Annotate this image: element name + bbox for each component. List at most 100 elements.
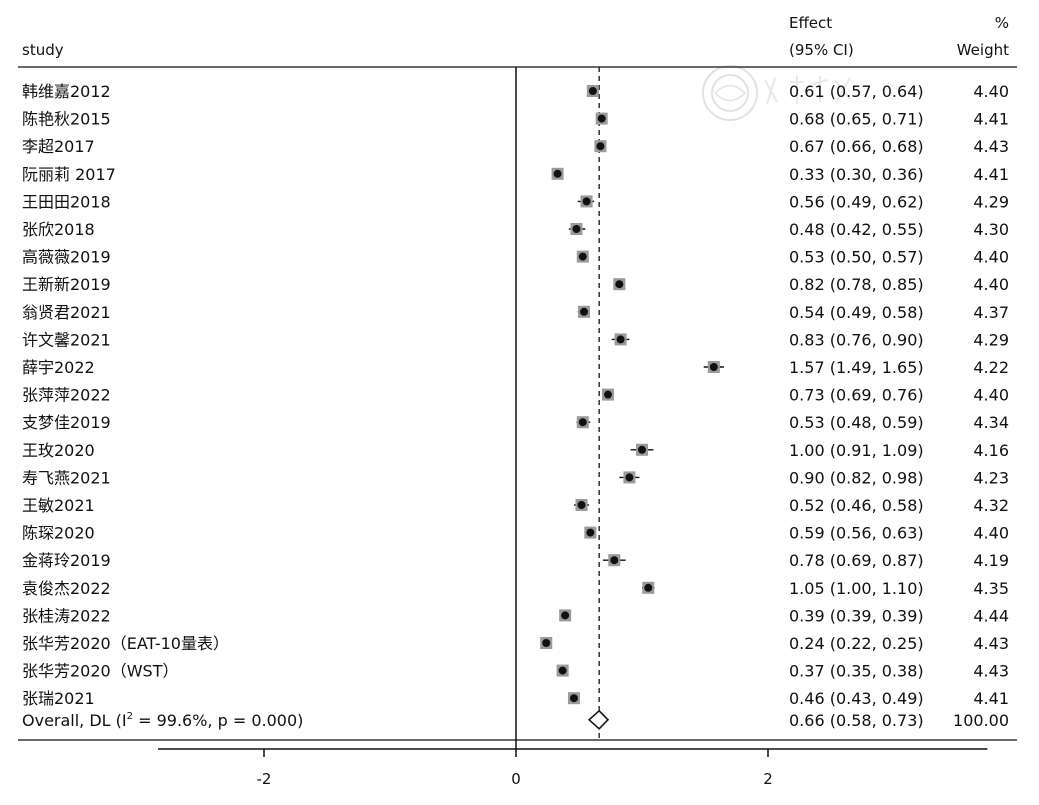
- weight-value: 4.40: [973, 524, 1009, 543]
- point-estimate: [596, 142, 605, 151]
- weight-value: 4.41: [973, 165, 1009, 184]
- study-name: 金蒋玲2019: [22, 551, 111, 570]
- study-row: 薛宇2022 1.57 (1.49, 1.65) 4.22: [22, 358, 1009, 377]
- study-row: 袁俊杰2022 1.05 (1.00, 1.10) 4.35: [22, 579, 1009, 598]
- study-row: 支梦佳2019 0.53 (0.48, 0.59) 4.34: [22, 413, 1009, 432]
- effect-ci-value: 0.48 (0.42, 0.55): [789, 220, 924, 239]
- study-name: 袁俊杰2022: [22, 579, 111, 598]
- study-row: 寿飞燕2021 0.90 (0.82, 0.98) 4.23: [22, 468, 1009, 487]
- effect-ci-value: 1.05 (1.00, 1.10): [789, 579, 924, 598]
- effect-ci-value: 0.68 (0.65, 0.71): [789, 110, 924, 129]
- ci-header: (95% CI): [789, 41, 854, 59]
- study-row: 李超2017 0.67 (0.66, 0.68) 4.43: [22, 137, 1009, 156]
- weight-value: 4.29: [973, 192, 1009, 211]
- weight-value: 4.40: [973, 275, 1009, 294]
- study-row: 翁贤君2021 0.54 (0.49, 0.58) 4.37: [22, 303, 1009, 322]
- study-row: 许文馨2021 0.83 (0.76, 0.90) 4.29: [22, 330, 1009, 349]
- effect-ci-value: 0.46 (0.43, 0.49): [789, 689, 924, 708]
- study-name: 阮丽莉 2017: [22, 165, 116, 184]
- overall-effect-ci-value: 0.66 (0.58, 0.73): [789, 711, 924, 730]
- point-estimate: [625, 473, 634, 482]
- overall-diamond: [587, 709, 610, 730]
- point-estimate: [542, 639, 551, 647]
- watermark-stamp: [702, 65, 758, 121]
- effect-ci-value: 0.33 (0.30, 0.36): [789, 165, 924, 184]
- study-name: 陈琛2020: [22, 524, 95, 543]
- point-estimate: [572, 225, 581, 233]
- study-row: 张桂涛2022 0.39 (0.39, 0.39) 4.44: [22, 606, 1009, 625]
- point-estimate: [588, 87, 597, 95]
- study-name: 支梦佳2019: [22, 413, 111, 432]
- effect-ci-value: 0.56 (0.49, 0.62): [789, 192, 924, 211]
- overall-label-suffix: = 99.6%, p = 0.000): [133, 711, 303, 730]
- study-row: 金蒋玲2019 0.78 (0.69, 0.87) 4.19: [22, 551, 1009, 570]
- weight-value: 4.43: [973, 662, 1009, 681]
- overall-label-sup: 2: [127, 711, 133, 722]
- weight-value: 4.23: [973, 468, 1009, 487]
- watermark-text: [764, 76, 852, 105]
- effect-ci-value: 0.78 (0.69, 0.87): [789, 551, 924, 570]
- study-name: 张华芳2020（WST）: [22, 662, 178, 681]
- point-estimate: [558, 666, 567, 675]
- effect-ci-value: 0.82 (0.78, 0.85): [789, 275, 924, 294]
- effect-ci-value: 0.61 (0.57, 0.64): [789, 82, 924, 101]
- overall-row: Overall, DL (I2 = 99.6%, p = 0.000) 0.66 …: [22, 709, 1009, 730]
- effect-ci-value: 0.53 (0.50, 0.57): [789, 248, 924, 267]
- x-tick-label: 0: [511, 770, 521, 788]
- weight-value: 4.35: [973, 579, 1009, 598]
- effect-ci-value: 1.00 (0.91, 1.09): [789, 441, 924, 460]
- effect-ci-value: 0.53 (0.48, 0.59): [789, 413, 924, 432]
- weight-header: Weight: [957, 41, 1009, 59]
- point-estimate: [638, 445, 646, 454]
- effect-ci-value: 0.59 (0.56, 0.63): [789, 524, 924, 543]
- effect-header: Effect: [789, 14, 832, 32]
- weight-value: 4.16: [973, 441, 1009, 460]
- point-estimate: [577, 501, 586, 509]
- point-estimate: [578, 418, 587, 427]
- study-name: 王新新2019: [22, 275, 111, 294]
- point-estimate: [553, 169, 562, 178]
- study-name: 王玫2020: [22, 441, 95, 460]
- weight-value: 4.43: [973, 634, 1009, 653]
- effect-ci-value: 0.52 (0.46, 0.58): [789, 496, 924, 515]
- study-row: 王敏2021 0.52 (0.46, 0.58) 4.32: [22, 496, 1009, 515]
- study-name: 韩维嘉2012: [22, 82, 111, 101]
- study-row: 阮丽莉 2017 0.33 (0.30, 0.36) 4.41: [22, 165, 1009, 184]
- study-row: 高薇薇2019 0.53 (0.50, 0.57) 4.40: [22, 248, 1009, 267]
- study-name: 寿飞燕2021: [22, 468, 111, 487]
- percent-header: %: [995, 14, 1009, 32]
- study-row: 陈琛2020 0.59 (0.56, 0.63) 4.40: [22, 524, 1009, 543]
- x-tick-label: -2: [257, 770, 272, 788]
- study-name: 陈艳秋2015: [22, 110, 111, 129]
- study-name: 王敏2021: [22, 496, 95, 515]
- study-name: 翁贤君2021: [22, 303, 111, 322]
- weight-value: 4.44: [973, 606, 1009, 625]
- study-row: 王新新2019 0.82 (0.78, 0.85) 4.40: [22, 275, 1009, 294]
- study-row: 张华芳2020（EAT-10量表） 0.24 (0.22, 0.25) 4.43: [22, 634, 1009, 653]
- weight-value: 4.43: [973, 137, 1009, 156]
- study-name: 王田田2018: [22, 192, 111, 211]
- weight-value: 4.41: [973, 689, 1009, 708]
- point-estimate: [644, 583, 653, 592]
- effect-ci-value: 0.39 (0.39, 0.39): [789, 606, 924, 625]
- study-row: 王田田2018 0.56 (0.49, 0.62) 4.29: [22, 192, 1009, 211]
- point-estimate: [578, 252, 587, 261]
- overall-label-prefix: Overall, DL (I: [22, 711, 127, 730]
- study-row: 王玫2020 1.00 (0.91, 1.09) 4.16: [22, 441, 1009, 460]
- weight-value: 4.32: [973, 496, 1009, 515]
- study-row: 韩维嘉2012 0.61 (0.57, 0.64) 4.40: [22, 82, 1009, 101]
- study-name: 张桂涛2022: [22, 606, 111, 625]
- study-name: 张华芳2020（EAT-10量表）: [22, 634, 229, 653]
- point-estimate: [586, 528, 595, 537]
- study-row: 张瑞2021 0.46 (0.43, 0.49) 4.41: [22, 689, 1009, 708]
- point-estimate: [709, 363, 718, 371]
- weight-value: 4.37: [973, 303, 1009, 322]
- point-estimate: [569, 694, 578, 703]
- study-name: 张萍萍2022: [22, 386, 111, 405]
- study-row: 陈艳秋2015 0.68 (0.65, 0.71) 4.41: [22, 110, 1009, 129]
- point-estimate: [580, 307, 589, 316]
- point-estimate: [582, 197, 591, 206]
- study-name: 李超2017: [22, 137, 95, 156]
- study-name: 许文馨2021: [22, 330, 111, 349]
